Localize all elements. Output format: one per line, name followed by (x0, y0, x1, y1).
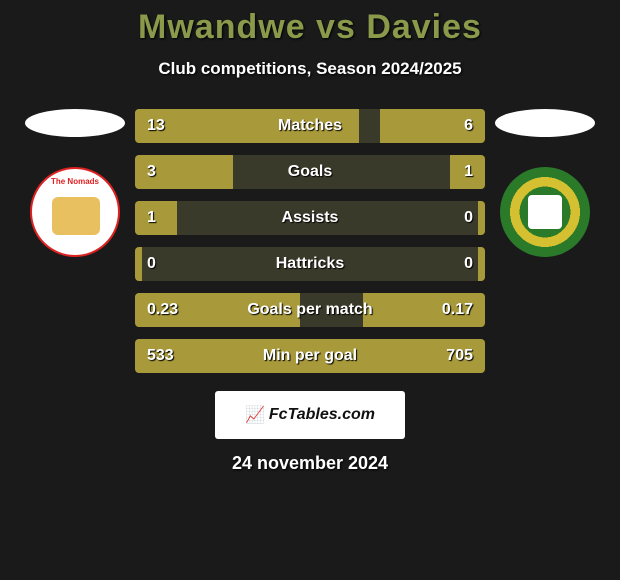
stat-label: Assists (187, 209, 433, 227)
stat-row-content: 533Min per goal705 (135, 339, 485, 373)
brand-icon: 📈 (245, 405, 265, 425)
stat-value-right: 6 (433, 117, 473, 135)
stat-row-content: 1Assists0 (135, 201, 485, 235)
stat-row-content: 3Goals1 (135, 155, 485, 189)
player-left-column (25, 109, 125, 257)
stat-value-left: 1 (147, 209, 187, 227)
infographic-card: Mwandwe vs Davies Club competitions, Sea… (0, 0, 620, 474)
stat-label: Goals per match (187, 301, 433, 319)
stat-label: Min per goal (187, 347, 433, 365)
team-crest-left (30, 167, 120, 257)
player-left-photo (25, 109, 125, 137)
stat-row-content: 0Hattricks0 (135, 247, 485, 281)
stat-label: Hattricks (187, 255, 433, 273)
brand-label: FcTables.com (269, 406, 375, 424)
player-right-column (495, 109, 595, 257)
player-right-photo (495, 109, 595, 137)
stat-value-right: 1 (433, 163, 473, 181)
stat-value-right: 705 (433, 347, 473, 365)
stats-table: 13Matches63Goals11Assists00Hattricks00.2… (135, 109, 485, 373)
stat-label: Goals (187, 163, 433, 181)
date-label: 24 november 2024 (0, 453, 620, 474)
stat-value-right: 0.17 (433, 301, 473, 319)
page-title: Mwandwe vs Davies (0, 8, 620, 47)
stat-label: Matches (187, 117, 433, 135)
stat-value-right: 0 (433, 209, 473, 227)
stat-row: 0Hattricks0 (135, 247, 485, 281)
team-crest-right (500, 167, 590, 257)
stat-value-left: 3 (147, 163, 187, 181)
main-comparison: 13Matches63Goals11Assists00Hattricks00.2… (0, 109, 620, 373)
stat-value-left: 533 (147, 347, 187, 365)
subtitle: Club competitions, Season 2024/2025 (0, 59, 620, 79)
stat-value-right: 0 (433, 255, 473, 273)
stat-row: 0.23Goals per match0.17 (135, 293, 485, 327)
stat-row-content: 13Matches6 (135, 109, 485, 143)
stat-value-left: 0.23 (147, 301, 187, 319)
stat-value-left: 0 (147, 255, 187, 273)
brand-badge: 📈 FcTables.com (215, 391, 405, 439)
stat-value-left: 13 (147, 117, 187, 135)
stat-row-content: 0.23Goals per match0.17 (135, 293, 485, 327)
stat-row: 533Min per goal705 (135, 339, 485, 373)
stat-row: 1Assists0 (135, 201, 485, 235)
stat-row: 13Matches6 (135, 109, 485, 143)
stat-row: 3Goals1 (135, 155, 485, 189)
